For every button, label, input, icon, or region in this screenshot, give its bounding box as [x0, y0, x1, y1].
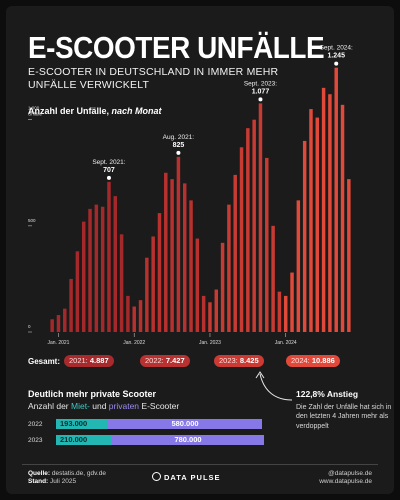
chart-bar [334, 67, 338, 332]
total-pill-2022: 2022: 7.427 [140, 355, 190, 367]
chart-bar [252, 119, 256, 332]
infographic-card: E-SCOOTER UNFÄLLE E-SCOOTER IN DEUTSCHLA… [6, 6, 394, 494]
private-scooter-bar: 580.000 [108, 419, 262, 429]
chart-bar [119, 234, 124, 332]
scooter-section-subtitle: Anzahl der Miet- und privaten E-Scooter [28, 401, 180, 411]
chart-bar [56, 315, 61, 332]
chart-bar [182, 183, 187, 332]
social-handle: @datapulse.de www.datapulse.de [319, 470, 372, 485]
private-scooter-bar: 780.000 [112, 435, 264, 445]
x-axis-tick-label: Jan. 2023 [199, 340, 221, 346]
chart-bar [201, 295, 206, 332]
highlight-dot [106, 175, 111, 180]
annotation-body: Die Zahl der Unfälle hat sich in den let… [296, 403, 392, 430]
chart-bar [283, 295, 288, 332]
chart-bar [164, 172, 168, 332]
scooter-section-title: Deutlich mehr private Scooter [28, 389, 157, 399]
chart-bar [138, 300, 143, 332]
data-label: 825 [173, 142, 185, 149]
chart-bar [189, 200, 193, 332]
chart-bar [208, 302, 212, 332]
total-pill-2021: 2021: 4.887 [64, 355, 114, 367]
increase-annotation: 122,8% Anstieg Die Zahl der Unfälle hat … [296, 389, 392, 431]
highlight-dot [176, 150, 181, 155]
data-label: Aug. 2021: [163, 134, 195, 141]
chart-bar [214, 289, 219, 332]
chart-bar [63, 308, 67, 332]
chart-bar [176, 156, 181, 332]
chart-bar [328, 94, 332, 332]
chart-bar [340, 104, 345, 332]
y-axis-tick-label: Unfälle [28, 112, 43, 117]
chart-bar [69, 278, 73, 332]
brand-logo-icon [152, 472, 161, 481]
chart-bar [315, 117, 320, 332]
chart-bar [271, 225, 275, 332]
chart-bar [246, 128, 250, 332]
data-label: Sept. 2023: [244, 80, 277, 87]
chart-bar [277, 291, 282, 332]
total-pill-2024: 2024: 10.886 [286, 355, 340, 367]
chart-bar [227, 204, 231, 332]
total-pill-2023: 2023: 8.425 [214, 355, 264, 367]
data-label: 1.077 [252, 88, 270, 95]
arrow-icon [255, 371, 293, 401]
chart-bar [321, 87, 326, 332]
chart-bar [290, 272, 294, 332]
chart-bar [81, 221, 86, 332]
y-axis-tick-label: 500 [28, 218, 36, 223]
chart-bar [88, 208, 92, 332]
chart-bar [170, 179, 174, 332]
footer-divider [22, 464, 378, 465]
highlight-dot [258, 97, 263, 102]
chart-bar [94, 204, 99, 332]
chart-bar [258, 103, 263, 333]
rental-scooter-bar: 210.000 [56, 435, 112, 445]
chart-bar [151, 236, 155, 332]
chart-bar [265, 157, 269, 332]
highlight-dot [334, 61, 339, 66]
chart-bar [233, 174, 237, 332]
scooter-row-year: 2022 [28, 421, 43, 428]
chart-bar [145, 257, 149, 332]
y-axis-tick-label: 1.000 [28, 106, 40, 111]
data-label: 707 [103, 167, 115, 174]
x-axis-tick-label: Jan. 2021 [47, 340, 69, 346]
chart-caption: Anzahl der Unfälle, nach Monat [28, 106, 162, 116]
page-subtitle: E-SCOOTER IN DEUTSCHLAND IN IMMER MEHR U… [28, 66, 279, 91]
chart-bar [309, 109, 313, 332]
y-axis-tick-label: 0 [28, 324, 31, 329]
chart-bar [132, 306, 136, 332]
chart-bar [126, 295, 130, 332]
chart-bar [347, 179, 351, 332]
chart-bar [195, 238, 200, 332]
chart-bar [157, 213, 162, 332]
rental-scooter-bar: 193.000 [56, 419, 108, 429]
source-note: Quelle: destatis.de, gdv.de Stand: Juli … [28, 470, 106, 485]
scooter-row-year: 2023 [28, 437, 43, 444]
annotation-head: 122,8% Anstieg [296, 389, 359, 399]
x-axis-tick-label: Jan. 2024 [275, 340, 297, 346]
data-label: Sept. 2024: [320, 45, 353, 52]
x-axis-tick-label: Jan. 2022 [123, 340, 145, 346]
chart-bar [302, 140, 307, 332]
chart-bar [100, 206, 105, 332]
chart-bar [107, 181, 111, 332]
data-label: Sept. 2021: [92, 159, 125, 166]
chart-bar [50, 319, 54, 332]
page-title: E-SCOOTER UNFÄLLE [28, 30, 325, 65]
chart-bar [75, 251, 80, 332]
totals-label: Gesamt: [28, 357, 61, 366]
data-label: 1.245 [327, 53, 345, 60]
chart-bar [296, 200, 301, 332]
chart-bar [113, 196, 118, 332]
brand-name: DATA PULSE [164, 473, 221, 482]
chart-bar [220, 242, 225, 332]
chart-bar [239, 147, 244, 332]
